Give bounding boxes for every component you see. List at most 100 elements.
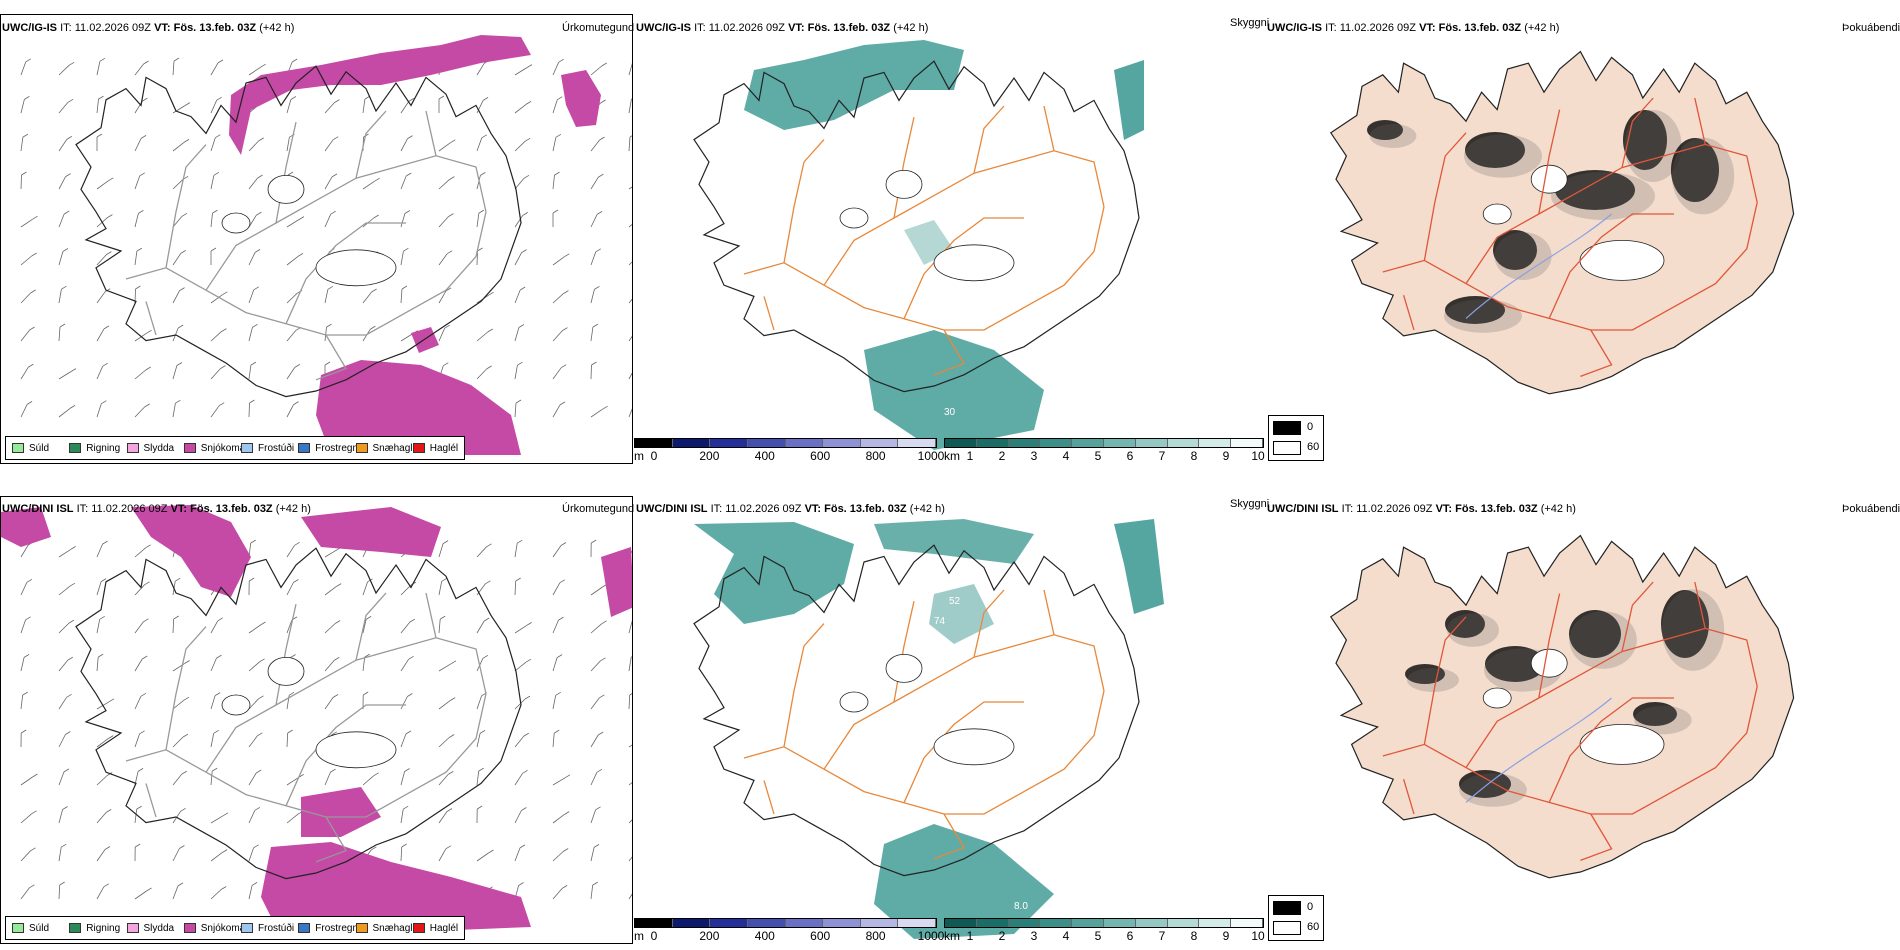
wind-barb [552, 367, 562, 380]
wind-barb-tick [102, 540, 108, 545]
wind-barb-tick [23, 654, 30, 658]
colorbar-segment [1040, 439, 1073, 447]
precip-legend-item: Snæhagl [355, 917, 413, 939]
wind-barb-tick [146, 329, 152, 334]
colorbar-segment [1199, 439, 1232, 447]
wind-barb-tick [214, 692, 221, 696]
precip-panel-row1 [0, 14, 633, 464]
wind-barb-tick [564, 253, 570, 258]
wind-barb [20, 137, 24, 152]
scale-tick-label: 800 [865, 449, 886, 463]
precip-legend-item: Frostúði [241, 437, 294, 459]
glacier-vatnajokull [315, 249, 397, 287]
wind-barb-tick [559, 579, 566, 584]
road-line-4 [1621, 581, 1654, 652]
colorbar-segment [1072, 919, 1104, 927]
wind-barb-tick [68, 619, 75, 624]
wind-barb [58, 884, 61, 900]
wind-barb [324, 660, 335, 672]
colorbar-segment [1104, 919, 1136, 927]
vis-area-northwest [694, 522, 854, 624]
wind-barb-tick [32, 773, 38, 778]
colorbar-segment [672, 919, 711, 927]
wind-barb [248, 624, 261, 634]
road-line-1 [783, 623, 825, 747]
wind-barb [58, 734, 66, 748]
wind-barb [248, 365, 252, 380]
wind-barb [134, 584, 145, 596]
road-line-6 [933, 813, 965, 860]
vis-area-south [864, 330, 1044, 450]
wind-barb [134, 213, 139, 228]
wind-barb [438, 663, 452, 672]
wind-barb-tick [174, 577, 181, 582]
fog-legend-label: 0 [1307, 901, 1314, 913]
ceiling-scale-row2: m 0 200 400 600 800 1000 [634, 918, 944, 944]
wind-barb-tick [594, 286, 600, 290]
snow-area-coast [261, 842, 531, 937]
fog-legend-label: 60 [1307, 921, 1320, 933]
wind-barb [590, 660, 601, 672]
colorbar-segment [1104, 439, 1136, 447]
wind-barb [438, 619, 441, 634]
wind-barb [552, 175, 555, 190]
wind-barb-tick [136, 247, 143, 252]
wind-barb-tick [67, 98, 74, 103]
wind-barb [514, 543, 518, 558]
wind-barb-tick [629, 135, 632, 138]
colorbar-segment [945, 919, 977, 927]
legend-swatch [298, 923, 311, 933]
coastline [75, 65, 522, 398]
colorbar-segment [898, 919, 936, 927]
wind-barb [552, 814, 565, 824]
wind-barb [134, 369, 146, 380]
wind-barb-tick [553, 729, 560, 734]
wind-barb-tick [22, 133, 29, 138]
wind-barb [324, 214, 332, 228]
fog-legend-row1: 0 60 [1268, 415, 1324, 461]
wind-barb-tick [180, 250, 187, 254]
wind-barb-tick [480, 172, 486, 176]
wind-barb-tick [179, 287, 185, 291]
wind-barb-tick [139, 730, 145, 735]
wind-barb [400, 733, 407, 748]
wind-barb-tick [591, 361, 597, 366]
wind-barb-tick [485, 580, 491, 585]
road-line-1 [783, 139, 825, 263]
road-line-7 [1694, 581, 1706, 629]
wind-barb [58, 659, 69, 672]
wind-barb [134, 138, 142, 152]
wind-barb [628, 298, 632, 304]
fog-legend-swatch [1273, 901, 1301, 915]
road-line-5 [285, 704, 406, 807]
wind-barb [286, 732, 289, 748]
wind-barb-tick [287, 171, 294, 176]
vis-value-label: 74 [934, 616, 946, 627]
wind-barb-tick [601, 62, 607, 67]
wind-barb-tick [211, 767, 218, 772]
header-visibility-row2: UWC/DINI ISL IT: 11.02.2026 09Z VT: Fös.… [636, 503, 945, 515]
wind-barb-tick [446, 808, 453, 812]
scale-tick-label: 5 [1094, 449, 1102, 463]
wind-barb-tick [107, 735, 114, 739]
wind-barb [172, 179, 184, 190]
wind-barb-tick [288, 691, 295, 696]
wind-barb [476, 250, 478, 266]
wind-barb [20, 657, 25, 672]
wind-barb [248, 885, 253, 900]
wind-barb [172, 885, 179, 900]
snow-area-north [131, 505, 251, 597]
wind-barb-tick [97, 653, 104, 658]
precip-legend-item: Frostregn [298, 917, 358, 939]
road-line-4 [973, 589, 1005, 658]
wind-barb-tick [251, 882, 258, 886]
wind-barb-tick [28, 363, 34, 368]
wind-barb [210, 137, 216, 152]
wind-barb [514, 625, 527, 634]
wind-barb [514, 735, 525, 748]
legend-label: Slydda [143, 442, 175, 454]
fog-halo [1634, 705, 1692, 735]
wind-barb [210, 695, 216, 710]
wind-barb-tick [476, 805, 483, 810]
wind-barb [96, 61, 101, 76]
